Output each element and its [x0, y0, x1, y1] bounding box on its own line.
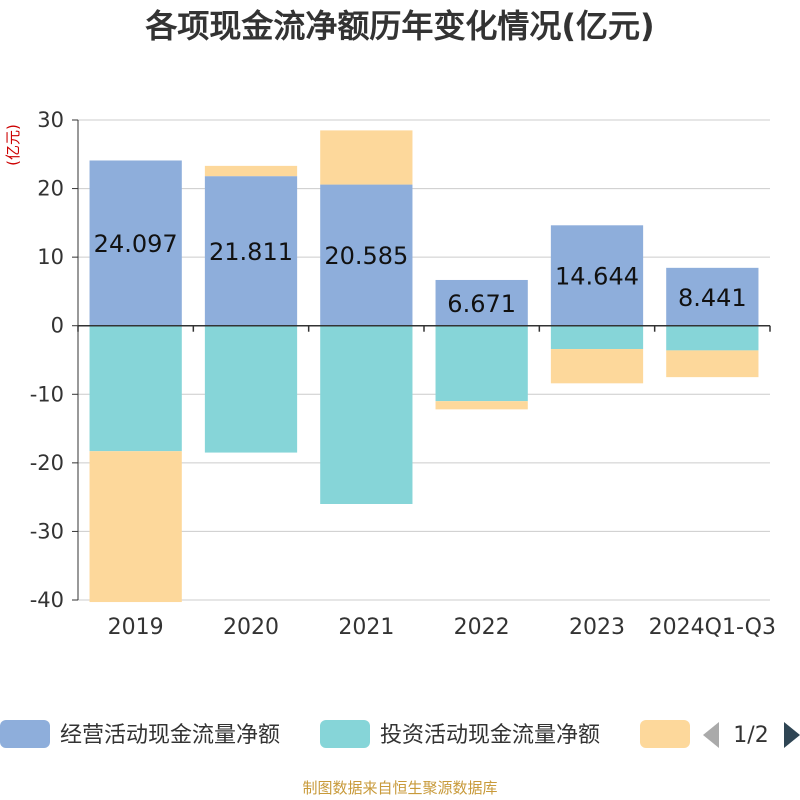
bar-segment[interactable] — [320, 130, 413, 185]
bar-segment[interactable] — [435, 325, 528, 402]
bar-segment[interactable] — [435, 401, 528, 410]
data-label: 21.811 — [209, 238, 293, 266]
bar-segment[interactable] — [89, 160, 182, 326]
bar-segment[interactable] — [435, 279, 528, 326]
x-tick-label: 2021 — [338, 615, 394, 640]
grid-lines — [78, 119, 770, 601]
x-tick-label: 2023 — [569, 615, 625, 640]
bar-segment[interactable] — [666, 325, 759, 351]
data-label: 20.585 — [324, 242, 408, 270]
y-tick-label: 30 — [37, 108, 64, 132]
legend-swatch[interactable] — [640, 720, 690, 748]
bar-segment[interactable] — [320, 184, 413, 326]
y-tick-label: -10 — [30, 382, 64, 406]
bar-segment[interactable] — [550, 325, 644, 350]
y-tick-label: -30 — [30, 519, 64, 543]
bar-segment[interactable] — [550, 349, 644, 384]
legend-label[interactable]: 投资活动现金流量净额 — [380, 723, 600, 748]
bar-segment[interactable] — [666, 350, 759, 378]
chart-title: 各项现金流净额历年变化情况(亿元) — [145, 7, 655, 45]
x-tick-label: 2024Q1-Q3 — [649, 615, 776, 640]
legend-swatch[interactable] — [320, 720, 370, 748]
y-tick-label: -20 — [30, 451, 64, 475]
legend-next-icon[interactable] — [784, 722, 800, 748]
bar-segment[interactable] — [204, 176, 298, 326]
axes: 30 20 10 0 -10 -20 -30 -40 2019 2020 2021 2022 2023 2… — [30, 108, 776, 640]
y-tick-label: -40 — [30, 588, 64, 612]
x-tick-label: 2020 — [223, 615, 279, 640]
bars — [89, 130, 759, 603]
data-label: 14.644 — [555, 263, 639, 291]
y-tick-label: 10 — [37, 245, 64, 269]
data-label: 8.441 — [678, 284, 747, 312]
y-tick-label: 20 — [37, 177, 64, 201]
y-axis-unit-label: (亿元) — [4, 124, 22, 166]
legend-swatch[interactable] — [0, 720, 50, 748]
x-tick-label: 2022 — [454, 615, 510, 640]
bar-segment[interactable] — [204, 325, 298, 453]
bar-segment[interactable] — [89, 325, 182, 452]
data-label: 6.671 — [447, 290, 516, 318]
bar-segment[interactable] — [89, 451, 182, 603]
x-tick-label: 2019 — [108, 615, 164, 640]
source-note: 制图数据来自恒生聚源数据库 — [302, 779, 498, 797]
data-label: 24.097 — [94, 230, 178, 258]
legend-page-indicator: 1/2 — [733, 723, 768, 748]
data-labels: 24.097 21.811 20.585 6.671 14.644 8.441 — [94, 230, 747, 318]
bar-segment[interactable] — [204, 165, 298, 177]
bar-segment[interactable] — [666, 267, 759, 326]
legend-label[interactable]: 经营活动现金流量净额 — [60, 723, 280, 748]
legend: 经营活动现金流量净额 投资活动现金流量净额 1/2 — [0, 720, 800, 748]
legend-prev-icon[interactable] — [703, 722, 719, 748]
bar-segment[interactable] — [550, 225, 644, 326]
bar-segment[interactable] — [320, 325, 413, 504]
y-tick-label: 0 — [51, 314, 64, 338]
